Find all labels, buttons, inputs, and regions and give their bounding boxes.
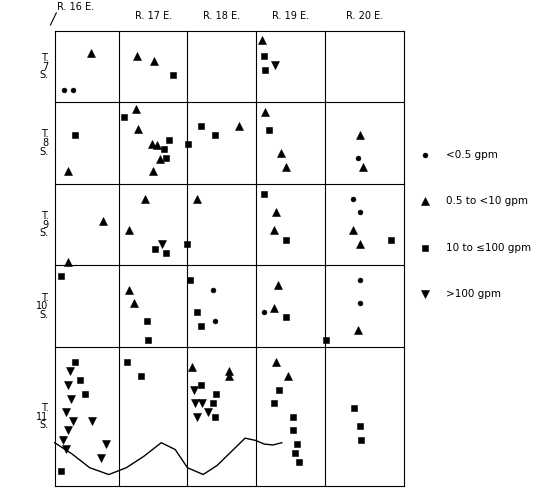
Text: T.
8
S.: T. 8 S. bbox=[39, 129, 48, 157]
Text: 0.5 to <10 gpm: 0.5 to <10 gpm bbox=[446, 196, 527, 206]
Text: R. 16 E.: R. 16 E. bbox=[57, 2, 95, 12]
Text: >100 gpm: >100 gpm bbox=[446, 289, 501, 299]
Text: R. 19 E.: R. 19 E. bbox=[272, 10, 309, 21]
Text: T.
10
S.: T. 10 S. bbox=[36, 293, 48, 320]
Text: R. 20 E.: R. 20 E. bbox=[346, 10, 383, 21]
Text: T.
11
S.: T. 11 S. bbox=[36, 403, 48, 430]
Text: 10 to ≤100 gpm: 10 to ≤100 gpm bbox=[446, 243, 531, 252]
Text: T.
9
S.: T. 9 S. bbox=[39, 211, 48, 239]
Text: R. 17 E.: R. 17 E. bbox=[135, 10, 172, 21]
Text: <0.5 gpm: <0.5 gpm bbox=[446, 150, 498, 161]
Text: T.
7
S.: T. 7 S. bbox=[39, 53, 48, 81]
Text: R. 18 E.: R. 18 E. bbox=[203, 10, 240, 21]
